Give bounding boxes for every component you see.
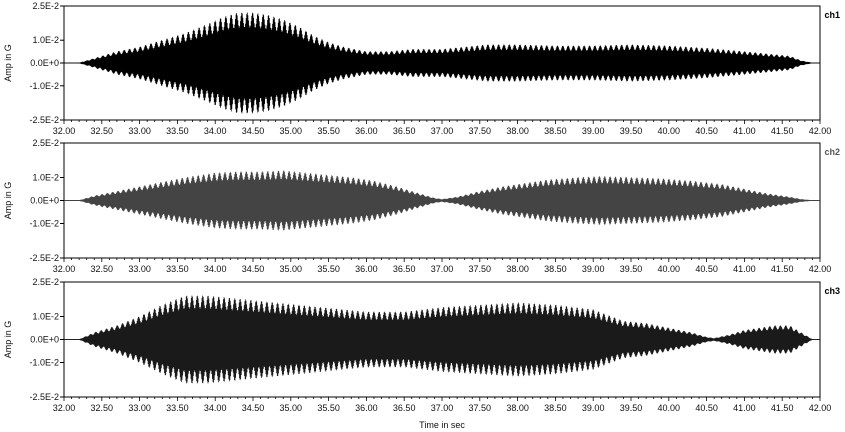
x-tick-label: 34.50: [242, 264, 265, 274]
x-tick-label: 33.00: [128, 264, 151, 274]
y-tick-label: 2.5E-2: [32, 1, 59, 11]
x-tick-label: 40.50: [695, 126, 718, 136]
x-tick-label: 41.50: [771, 264, 794, 274]
y-tick-label: 1.0E-2: [32, 173, 59, 183]
x-tick-label: 37.50: [469, 403, 492, 413]
x-tick-label: 37.00: [431, 126, 454, 136]
x-tick-label: 34.50: [242, 126, 265, 136]
channel-label: ch3: [824, 286, 840, 296]
x-tick-label: 33.50: [166, 403, 189, 413]
x-tick-label: 35.00: [280, 403, 303, 413]
y-axis-label: Amp in G: [3, 182, 13, 220]
x-tick-label: 34.50: [242, 403, 265, 413]
x-tick-label: 32.00: [53, 264, 76, 274]
x-tick-label: 34.00: [204, 264, 227, 274]
x-tick-label: 32.50: [91, 126, 114, 136]
y-tick-label: 1.0E-2: [32, 312, 59, 322]
waveform-ch3: [63, 295, 821, 384]
y-tick-label: -2.5E-2: [29, 115, 59, 125]
y-axis-label: Amp in G: [3, 44, 13, 82]
x-tick-label: 32.00: [53, 126, 76, 136]
y-tick-label: -1.0E-2: [29, 358, 59, 368]
x-tick-label: 35.00: [280, 126, 303, 136]
x-tick-label: 37.00: [431, 403, 454, 413]
x-tick-label: 39.00: [582, 126, 605, 136]
x-tick-label: 36.50: [393, 264, 416, 274]
x-tick-label: 37.50: [469, 264, 492, 274]
x-tick-label: 33.50: [166, 264, 189, 274]
x-tick-label: 34.00: [204, 403, 227, 413]
x-tick-label: 36.00: [355, 264, 378, 274]
x-tick-label: 32.50: [91, 264, 114, 274]
y-tick-label: 1.0E-2: [32, 35, 59, 45]
y-tick-label: -2.5E-2: [29, 392, 59, 402]
x-tick-label: 42.00: [809, 126, 832, 136]
x-tick-label: 38.00: [506, 403, 529, 413]
x-tick-label: 39.00: [582, 403, 605, 413]
y-tick-label: 0.0E+0: [30, 58, 59, 68]
x-tick-label: 38.50: [544, 403, 567, 413]
x-tick-label: 37.50: [469, 126, 492, 136]
x-tick-label: 33.50: [166, 126, 189, 136]
x-tick-label: 41.50: [771, 126, 794, 136]
panel-ch3: 2.5E-2 1.0E-2 0.0E+0 -1.0E-2 -2.5E-2 Amp in G…: [3, 277, 840, 413]
channel-label: ch2: [824, 147, 840, 157]
x-tick-label: 40.00: [658, 264, 681, 274]
x-tick-label: 42.00: [809, 403, 832, 413]
x-tick-label: 39.50: [620, 264, 643, 274]
y-axis-label: Amp in G: [3, 321, 13, 359]
y-tick-label: 2.5E-2: [32, 277, 59, 287]
x-tick-label: 42.00: [809, 264, 832, 274]
channel-label: ch1: [824, 10, 840, 20]
x-tick-label: 40.50: [695, 264, 718, 274]
y-tick-label: 2.5E-2: [32, 138, 59, 148]
x-tick-label: 35.50: [317, 403, 340, 413]
x-tick-label: 38.50: [544, 126, 567, 136]
x-tick-label: 39.50: [620, 403, 643, 413]
x-tick-label: 41.00: [733, 126, 756, 136]
x-tick-label: 36.00: [355, 126, 378, 136]
x-tick-label: 33.00: [128, 403, 151, 413]
waveform-ch2: [63, 170, 821, 231]
x-tick-label: 39.50: [620, 126, 643, 136]
panel-ch2: 2.5E-2 1.0E-2 0.0E+0 -1.0E-2 -2.5E-2 Amp in G…: [3, 138, 840, 274]
x-tick-label: 32.50: [91, 403, 114, 413]
x-tick-label: 41.00: [733, 403, 756, 413]
y-tick-label: -1.0E-2: [29, 81, 59, 91]
x-tick-label: 36.50: [393, 403, 416, 413]
x-tick-label: 35.50: [317, 264, 340, 274]
x-tick-label: 41.50: [771, 403, 794, 413]
y-tick-label: -2.5E-2: [29, 253, 59, 263]
x-axis-label: Time in sec: [419, 420, 465, 430]
x-tick-label: 41.00: [733, 264, 756, 274]
x-tick-label: 37.00: [431, 264, 454, 274]
y-tick-label: -1.0E-2: [29, 219, 59, 229]
x-tick-label: 40.50: [695, 403, 718, 413]
x-tick-label: 35.50: [317, 126, 340, 136]
x-tick-label: 39.00: [582, 264, 605, 274]
x-tick-label: 38.50: [544, 264, 567, 274]
x-tick-label: 35.00: [280, 264, 303, 274]
x-tick-label: 40.00: [658, 126, 681, 136]
x-tick-label: 32.00: [53, 403, 76, 413]
x-tick-label: 34.00: [204, 126, 227, 136]
x-tick-label: 36.00: [355, 403, 378, 413]
waveform-ch1: [63, 12, 821, 114]
x-tick-label: 33.00: [128, 126, 151, 136]
x-tick-label: 38.00: [506, 126, 529, 136]
x-tick-label: 40.00: [658, 403, 681, 413]
y-tick-label: 0.0E+0: [30, 196, 59, 206]
panel-ch1: 2.5E-2 1.0E-2 0.0E+0 -1.0E-2 -2.5E-2 Amp in G…: [3, 1, 840, 136]
x-tick-label: 36.50: [393, 126, 416, 136]
x-tick-label: 38.00: [506, 264, 529, 274]
y-tick-label: 0.0E+0: [30, 335, 59, 345]
